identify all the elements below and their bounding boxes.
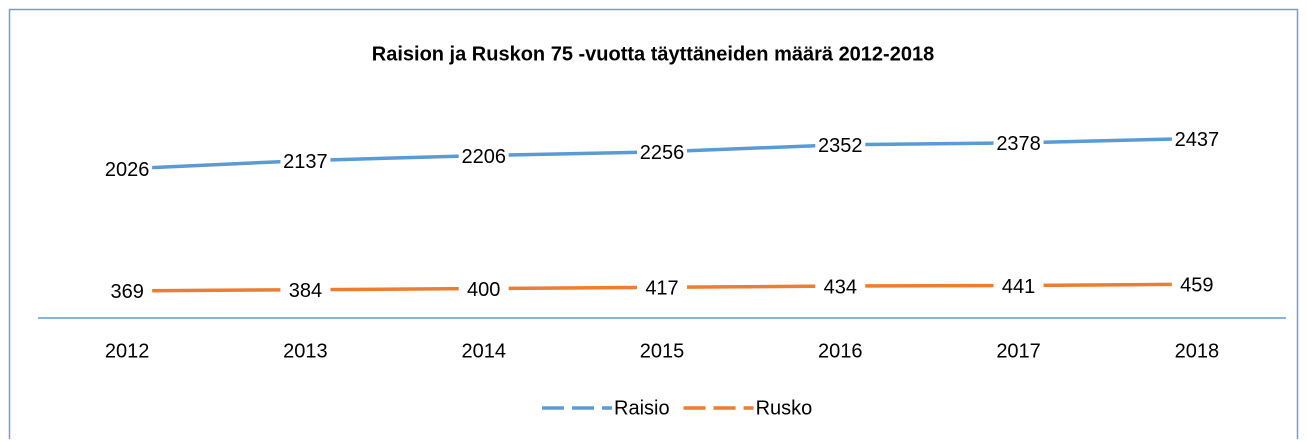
data-label-bg [102,280,153,305]
data-label: 2437 [1175,129,1220,151]
data-label: 2026 [105,159,150,181]
data-label-bg [102,158,153,183]
data-label: 459 [1180,274,1213,296]
x-tick-label: 2014 [461,340,506,362]
data-label-bg [1171,274,1222,299]
data-label-bg [637,277,687,302]
data-label-bg [815,134,866,159]
x-tick-label: 2012 [105,340,150,362]
data-label: 434 [824,276,857,298]
legend-label: Raisio [614,397,670,419]
data-label-bg [993,132,1044,157]
data-label: 2256 [640,142,685,164]
legend-label: Rusko [756,397,813,419]
data-label: 2137 [283,151,328,173]
data-label-bg [280,150,331,175]
chart-title: Raision ja Ruskon 75 -vuotta täyttäneide… [372,43,934,65]
x-tick-label: 2015 [640,340,685,362]
x-tick-label: 2018 [1175,340,1220,362]
data-label-bg [637,141,687,166]
x-tick-label: 2016 [818,340,863,362]
x-tick-label: 2013 [283,340,328,362]
data-label: 417 [645,278,678,300]
data-label: 384 [289,280,322,302]
data-label-bg [458,145,509,170]
data-label-bg [458,278,509,303]
data-label: 2206 [461,146,506,168]
data-label: 400 [467,279,500,301]
data-label: 2352 [818,135,863,157]
x-tick-label: 2017 [996,340,1041,362]
data-label-bg [1171,128,1222,153]
data-label: 2378 [996,133,1041,155]
data-label-bg [280,279,331,304]
data-label: 441 [1002,276,1035,298]
chart-frame [8,8,1299,444]
data-label: 369 [110,281,143,303]
data-label-bg [993,275,1044,300]
data-label-bg [815,276,866,301]
